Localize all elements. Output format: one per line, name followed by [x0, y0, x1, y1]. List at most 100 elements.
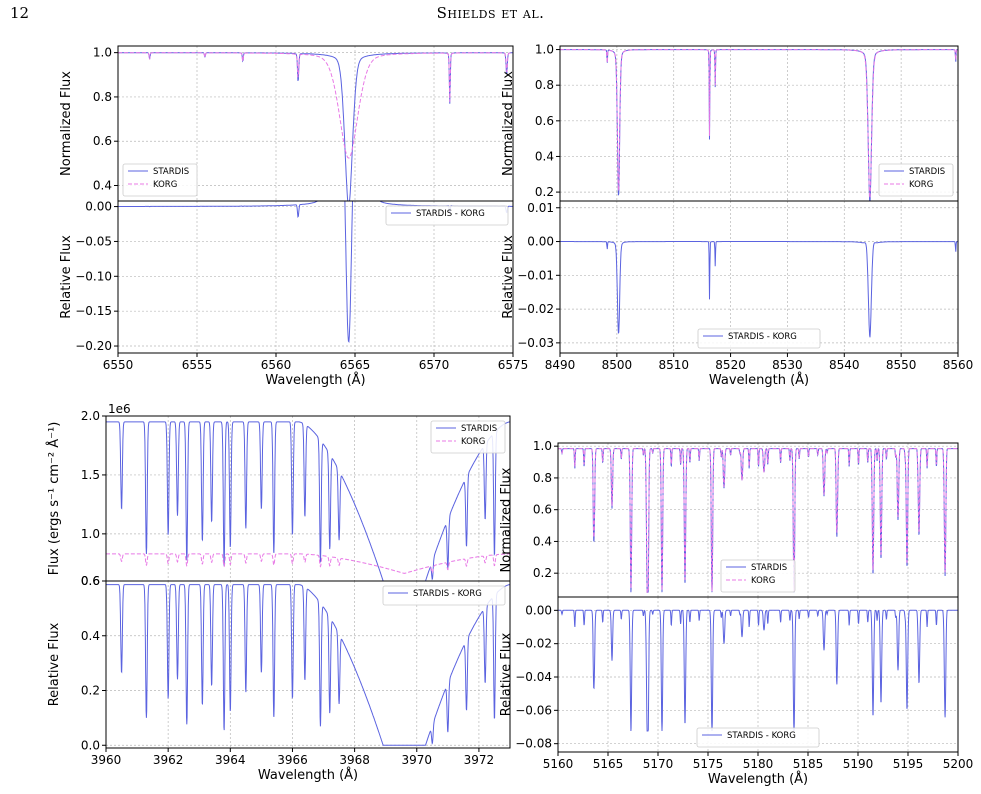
x-tick-label: 8560 — [943, 358, 974, 372]
bottom-y-axis-label: Relative Flux — [59, 235, 74, 319]
legend-label: STARDIS - KORG — [413, 589, 482, 599]
legend-label: KORG — [461, 437, 485, 447]
y-tick-label: 2.0 — [81, 409, 100, 423]
bottom-legend: STARDIS - KORG — [382, 585, 506, 606]
y-tick-label: −0.01 — [517, 268, 554, 282]
series-difference-line — [558, 609, 958, 732]
bottom-axes-frame — [117, 200, 514, 354]
x-tick-label: 8490 — [545, 358, 576, 372]
y-tick-label: 0.0 — [81, 738, 100, 752]
y-tick-label: 0.6 — [81, 574, 100, 588]
y-tick-label: 0.2 — [535, 185, 554, 199]
top-y-axis-label: Normalized Flux — [59, 71, 74, 176]
bottom-axes-frame — [559, 200, 959, 354]
series-korg-line — [118, 52, 513, 159]
legend-box — [382, 585, 506, 606]
x-tick-label: 6555 — [182, 358, 213, 372]
y-tick-label: −0.05 — [75, 234, 112, 248]
y-tick-label: 0.00 — [85, 200, 112, 214]
y-tick-label: 0.2 — [81, 684, 100, 698]
y-tick-label: 0.4 — [533, 534, 552, 548]
x-tick-label: 8500 — [602, 358, 633, 372]
y-tick-label: 1.5 — [81, 468, 100, 482]
x-tick-label: 6575 — [498, 358, 529, 372]
x-tick-label: 5185 — [793, 757, 824, 771]
x-tick-label: 3960 — [91, 753, 122, 767]
x-tick-label: 5195 — [893, 757, 924, 771]
x-tick-label: 3972 — [464, 753, 495, 767]
y-tick-label: 0.6 — [81, 574, 100, 588]
top-y-axis-label: Normalized Flux — [499, 467, 514, 572]
top-legend: STARDIS KORG — [878, 163, 954, 197]
legend-label: KORG — [751, 576, 775, 586]
y-tick-label: 0.2 — [533, 566, 552, 580]
y-tick-label: −0.02 — [515, 637, 552, 651]
y-tick-label: 0.4 — [535, 149, 554, 163]
y-tick-label: 0.8 — [93, 90, 112, 104]
legend-label: STARDIS - KORG — [416, 209, 485, 219]
x-axis-label: Wavelength (Å) — [258, 767, 358, 783]
chart-b: 0.2 0.4 0.6 0.8 1.0 Normalized Flux STARDIS KOR… — [501, 43, 973, 388]
x-tick-label: 6565 — [340, 358, 371, 372]
y-tick-label: 0.6 — [533, 503, 552, 517]
x-tick-label: 3968 — [339, 753, 370, 767]
y-tick-label: −0.03 — [517, 336, 554, 350]
x-tick-label: 8550 — [886, 358, 917, 372]
legend-box — [385, 205, 509, 226]
legend-label: KORG — [909, 180, 933, 190]
y-tick-label: −0.10 — [75, 269, 112, 283]
series-korg-line — [558, 448, 958, 593]
y-tick-label: 0.4 — [93, 179, 112, 193]
top-legend: STARDIS KORG — [430, 420, 506, 454]
series-korg-line — [106, 553, 510, 574]
legend-label: STARDIS — [751, 563, 787, 573]
bottom-y-axis-label: Relative Flux — [501, 235, 516, 319]
y-tick-label: 1.0 — [81, 527, 100, 541]
x-tick-label: 5200 — [943, 757, 974, 771]
x-tick-label: 5175 — [693, 757, 724, 771]
legend-label: STARDIS — [461, 424, 497, 434]
legend-box — [696, 727, 820, 748]
top-legend: STARDIS KORG — [122, 163, 198, 197]
x-tick-label: 5165 — [593, 757, 624, 771]
y-tick-label: 0.8 — [535, 78, 554, 92]
x-axis-label: Wavelength (Å) — [708, 771, 808, 787]
bottom-axes-frame — [105, 580, 511, 749]
series-korg-line — [560, 49, 958, 199]
y-tick-label: 1.0 — [93, 46, 112, 60]
series-difference-line — [106, 584, 510, 746]
y-tick-label: 0.00 — [525, 603, 552, 617]
legend-box — [697, 328, 821, 349]
x-tick-label: 5160 — [543, 757, 574, 771]
y-tick-label: 0.01 — [527, 201, 554, 215]
legend-box — [122, 163, 198, 197]
y-tick-label: −0.04 — [515, 670, 552, 684]
x-axis-label: Wavelength (Å) — [709, 372, 809, 388]
y-tick-label: 0.6 — [535, 114, 554, 128]
series-difference-line — [560, 241, 958, 338]
y-tick-label: 1.0 — [535, 43, 554, 57]
bottom-y-axis-label: Relative Flux — [499, 632, 514, 716]
x-tick-label: 5170 — [643, 757, 674, 771]
top-legend: STARDIS KORG — [720, 559, 796, 593]
x-tick-label: 6560 — [261, 358, 292, 372]
x-tick-label: 3970 — [401, 753, 432, 767]
legend-label: STARDIS — [153, 167, 189, 177]
x-tick-label: 3966 — [277, 753, 308, 767]
page-number: 12 — [10, 4, 30, 22]
chart-d: 0.2 0.4 0.6 0.8 1.0 Normalized Flux STARDIS KOR… — [499, 439, 973, 787]
y-tick-label: 1.0 — [533, 439, 552, 453]
bottom-y-axis-label: Relative Flux — [47, 622, 62, 706]
x-tick-label: 8520 — [715, 358, 746, 372]
chart-a: 0.4 0.6 0.8 1.0 Normalized Flux STARDIS KORG 0.… — [59, 45, 529, 388]
top-y-axis-label: Flux (ergs s⁻¹ cm⁻² Å⁻¹) — [46, 422, 62, 576]
y-tick-label: 0.4 — [81, 629, 100, 643]
x-tick-label: 5180 — [743, 757, 774, 771]
y-tick-label: −0.15 — [75, 304, 112, 318]
legend-box — [720, 559, 796, 593]
legend-box — [878, 163, 954, 197]
bottom-legend: STARDIS - KORG — [696, 727, 820, 748]
y-tick-label: 0.6 — [93, 134, 112, 148]
bottom-legend: STARDIS - KORG — [385, 205, 509, 226]
